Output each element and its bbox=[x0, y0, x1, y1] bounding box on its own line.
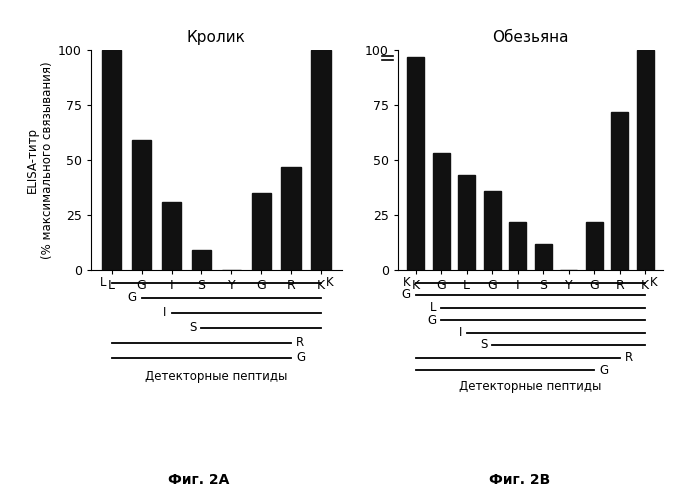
Text: Фиг. 2А: Фиг. 2А bbox=[168, 473, 230, 487]
Bar bbox=[102, 50, 121, 270]
Bar bbox=[586, 222, 602, 270]
Bar bbox=[535, 244, 551, 270]
Text: G: G bbox=[402, 288, 411, 302]
Text: Детекторные пептиды: Детекторные пептиды bbox=[145, 370, 288, 383]
Text: L: L bbox=[430, 301, 436, 314]
Text: Фиг. 2В: Фиг. 2В bbox=[489, 473, 551, 487]
Bar bbox=[281, 166, 301, 270]
Bar bbox=[162, 202, 181, 270]
Bar bbox=[433, 154, 450, 270]
Text: G: G bbox=[599, 364, 608, 376]
Text: L: L bbox=[101, 276, 107, 289]
Bar bbox=[510, 222, 526, 270]
Text: K: K bbox=[403, 276, 411, 289]
Bar bbox=[132, 140, 151, 270]
Text: K: K bbox=[650, 276, 658, 289]
Bar bbox=[484, 191, 500, 270]
Bar bbox=[459, 176, 475, 270]
Bar bbox=[408, 56, 424, 270]
Bar bbox=[637, 50, 653, 270]
Y-axis label: ELISA-титр
(% максимального связывания): ELISA-титр (% максимального связывания) bbox=[26, 61, 54, 259]
Text: I: I bbox=[163, 306, 167, 319]
Text: R: R bbox=[296, 336, 304, 349]
Text: G: G bbox=[128, 291, 137, 304]
Bar bbox=[311, 50, 331, 270]
Text: G: G bbox=[427, 314, 436, 326]
Text: Детекторные пептиды: Детекторные пептиды bbox=[459, 380, 602, 393]
Bar bbox=[192, 250, 211, 270]
Text: S: S bbox=[189, 321, 197, 334]
Text: R: R bbox=[625, 351, 633, 364]
Text: K: K bbox=[326, 276, 334, 289]
Bar bbox=[611, 112, 628, 270]
Text: I: I bbox=[459, 326, 462, 339]
Bar bbox=[251, 193, 271, 270]
Title: Кролик: Кролик bbox=[187, 30, 246, 44]
Text: G: G bbox=[296, 351, 305, 364]
Text: S: S bbox=[480, 338, 487, 351]
Title: Обезьяна: Обезьяна bbox=[492, 30, 569, 44]
